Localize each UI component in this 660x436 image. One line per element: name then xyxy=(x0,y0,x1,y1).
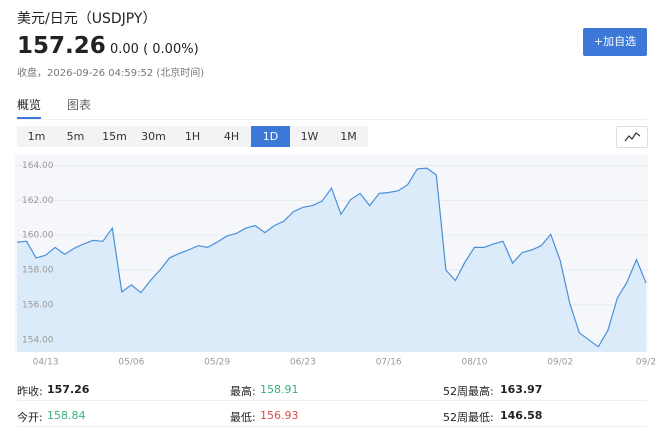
range-button[interactable]: 1D xyxy=(251,126,290,147)
range-button[interactable]: 30m xyxy=(141,130,166,143)
tab[interactable]: 概览 xyxy=(17,98,42,112)
add-watchlist-button[interactable]: +加自选 xyxy=(583,28,647,56)
x-tick-label: 05/06 xyxy=(118,358,144,368)
area xyxy=(17,168,646,352)
price: 157.26 xyxy=(17,33,106,59)
stat-value: 158.84 xyxy=(47,409,86,422)
y-tick-label: 164.00 xyxy=(22,161,54,171)
stat-value: 157.26 xyxy=(47,383,90,396)
title: 美元/日元（USDJPY） xyxy=(17,11,157,27)
stat-label: 昨收: xyxy=(17,385,43,398)
y-tick-label: 156.00 xyxy=(22,300,54,310)
chart-type-button[interactable] xyxy=(616,126,648,148)
x-tick-label: 09/2 xyxy=(636,358,656,368)
tab-indicator xyxy=(17,117,41,119)
x-tick-label: 06/23 xyxy=(290,358,316,368)
divider xyxy=(17,400,647,401)
stat-label: 最高: xyxy=(230,385,256,398)
y-tick-label: 154.00 xyxy=(22,335,54,345)
x-tick-label: 08/10 xyxy=(461,358,487,368)
stat-label: 今开: xyxy=(17,411,43,424)
range-button[interactable]: 15m xyxy=(102,130,127,143)
stat-value: 158.91 xyxy=(260,383,299,396)
range-button[interactable]: 4H xyxy=(223,130,240,143)
chart-icon xyxy=(624,132,641,142)
x-tick-label: 07/16 xyxy=(376,358,402,368)
range-button[interactable]: 1m xyxy=(27,130,46,143)
range-button[interactable]: 1M xyxy=(340,130,357,143)
chart: 154.00 156.00 158.00 160.00 162.00 164.00 04/1… xyxy=(15,155,656,368)
x-tick-label: 05/29 xyxy=(204,358,230,368)
line xyxy=(16,167,647,348)
stat-value: 156.93 xyxy=(260,409,299,422)
stat-value: 163.97 xyxy=(500,383,543,396)
stat-label: 52周最低: xyxy=(443,411,494,424)
stat-value: 146.58 xyxy=(500,409,543,422)
x-tick-label: 04/13 xyxy=(33,358,59,368)
range-button[interactable]: 5m xyxy=(66,130,85,143)
y-tick-label: 160.00 xyxy=(22,231,54,241)
timestamp: 收盘，2026-09-26 04:59:52 (北京时间) xyxy=(17,68,205,79)
change: 0.00 ( 0.00%) xyxy=(110,42,199,57)
tab[interactable]: 图表 xyxy=(67,98,92,112)
range-button[interactable]: 1W xyxy=(300,130,319,143)
range-bar: 1m 5m 15m 30m 1H 4H 1D 1W 1M xyxy=(17,126,368,147)
stat-label: 52周最高: xyxy=(443,385,494,398)
stat-label: 最低: xyxy=(230,411,256,424)
x-tick-label: 09/02 xyxy=(547,358,573,368)
divider xyxy=(17,426,647,427)
y-tick-label: 158.00 xyxy=(22,266,54,276)
range-button[interactable]: 1H xyxy=(184,130,201,143)
divider xyxy=(17,119,647,120)
y-tick-label: 162.00 xyxy=(22,196,54,206)
